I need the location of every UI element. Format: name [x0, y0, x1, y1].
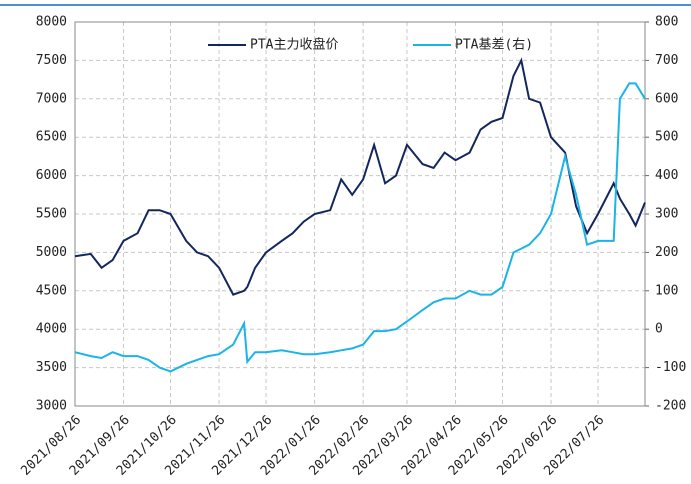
- y2-tick-label: -100: [655, 360, 686, 375]
- y2-tick-label: 700: [655, 53, 678, 68]
- y2-tick-label: 100: [655, 283, 678, 298]
- y-tick-label: 7000: [36, 91, 67, 106]
- series-line: [74, 82, 646, 373]
- legend-label: PTA主力收盘价: [250, 37, 338, 53]
- y-tick-label: 3500: [36, 360, 67, 375]
- plot-frame: [74, 21, 646, 407]
- y2-tick-label: 800: [655, 15, 678, 30]
- y-tick-label: 8000: [36, 15, 67, 30]
- y2-tick-label: 0: [655, 322, 663, 337]
- y2-tick-label: 500: [655, 130, 678, 145]
- y-tick-label: 5000: [36, 245, 67, 260]
- y2-tick-label: 300: [655, 207, 678, 222]
- y2-tick-label: 600: [655, 91, 678, 106]
- y-tick-label: 6000: [36, 168, 67, 183]
- y-tick-label: 5500: [36, 207, 67, 222]
- y-tick-label: 4500: [36, 283, 67, 298]
- y2-tick-label: -200: [655, 399, 686, 414]
- y-tick-label: 7500: [36, 53, 67, 68]
- y-tick-label: 4000: [36, 322, 67, 337]
- y2-tick-label: 400: [655, 168, 678, 183]
- y-tick-label: 6500: [36, 130, 67, 145]
- y-tick-label: 3000: [36, 399, 67, 414]
- series-line: [74, 57, 646, 296]
- y2-tick-label: 200: [655, 245, 678, 260]
- legend-label: PTA基差(右): [455, 38, 533, 53]
